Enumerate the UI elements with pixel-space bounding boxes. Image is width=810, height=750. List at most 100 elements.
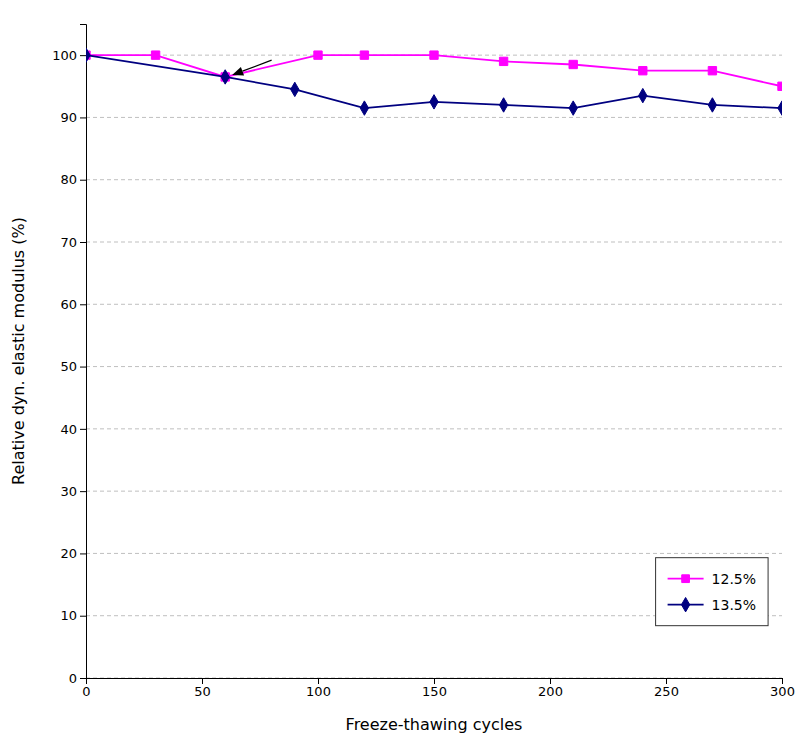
point xyxy=(778,82,782,90)
legend-label: 13.5% xyxy=(712,597,756,613)
point xyxy=(314,51,322,59)
chart: 0 50 100 150 200 250 300 0 10 20 30 40 50 60 70 80 90 100… xyxy=(0,0,810,750)
point xyxy=(708,67,716,75)
tick-label: 250 xyxy=(654,684,679,699)
tick-label: 150 xyxy=(422,684,447,699)
tick: 50 xyxy=(194,678,211,699)
point xyxy=(86,48,90,62)
tick-mark xyxy=(80,429,86,430)
axis-line xyxy=(87,679,783,685)
point xyxy=(360,51,368,59)
tick-label: 30 xyxy=(60,484,77,499)
grid-line xyxy=(86,304,782,305)
tick: 80 xyxy=(60,172,86,187)
tick-label: 100 xyxy=(52,48,77,63)
tick-mark xyxy=(80,367,86,368)
tick-label: 300 xyxy=(770,684,795,699)
tick-mark xyxy=(80,117,86,118)
grid-line xyxy=(86,553,782,554)
tick-label: 60 xyxy=(60,297,77,312)
tick: 50 xyxy=(60,359,86,374)
tick-mark xyxy=(202,678,203,684)
tick: 10 xyxy=(60,608,86,623)
grid-line xyxy=(86,491,782,492)
arrow-head xyxy=(232,67,244,75)
point xyxy=(499,98,507,112)
grid-line xyxy=(86,117,782,118)
y-axis-title: Relative dyn. elastic modulus (%) xyxy=(9,217,28,485)
legend: 12.5% 13.5% xyxy=(656,558,768,626)
tick: 100 xyxy=(52,48,86,63)
grid-line xyxy=(86,428,782,429)
tick-label: 80 xyxy=(60,172,77,187)
tick-label: 200 xyxy=(538,684,563,699)
grid-line xyxy=(86,179,782,180)
tick-label: 10 xyxy=(60,608,77,623)
point xyxy=(708,98,716,112)
tick-mark xyxy=(782,678,783,684)
tick-mark xyxy=(80,678,86,679)
tick-label: 0 xyxy=(82,684,90,699)
tick-mark xyxy=(80,180,86,181)
tick-label: 50 xyxy=(194,684,211,699)
x-axis: 0 50 100 150 200 250 300 xyxy=(82,678,795,699)
series xyxy=(86,48,782,115)
tick: 90 xyxy=(60,110,86,125)
tick-label: 40 xyxy=(60,422,77,437)
tick-mark xyxy=(80,491,86,492)
tick: 60 xyxy=(60,297,86,312)
tick: 300 xyxy=(770,678,795,699)
tick-mark xyxy=(550,678,551,684)
point xyxy=(430,51,438,59)
tick: 70 xyxy=(60,235,86,250)
tick: 200 xyxy=(538,678,563,699)
plot-area: 0 50 100 150 200 250 300 0 10 20 30 40 50 60 70 80 90 100… xyxy=(52,25,795,700)
tick-label: 100 xyxy=(306,684,331,699)
tick: 150 xyxy=(422,678,447,699)
tick-mark xyxy=(80,616,86,617)
point xyxy=(778,101,782,115)
legend-marker xyxy=(682,575,690,583)
tick-label: 0 xyxy=(69,671,77,686)
legend-marker xyxy=(681,597,689,611)
legend-frame xyxy=(656,558,768,626)
tick: 100 xyxy=(306,678,331,699)
point xyxy=(569,60,577,68)
tick-label: 90 xyxy=(60,110,77,125)
axis-line xyxy=(80,25,87,679)
tick-label: 50 xyxy=(60,359,77,374)
tick: 20 xyxy=(60,546,86,561)
tick-mark xyxy=(80,304,86,305)
point xyxy=(639,67,647,75)
point xyxy=(499,57,507,65)
x-axis-title: Freeze-thawing cycles xyxy=(346,715,523,734)
point xyxy=(569,101,577,115)
grid xyxy=(86,55,782,678)
point xyxy=(360,101,368,115)
point xyxy=(221,70,229,84)
series-line xyxy=(86,55,782,108)
annotation-arrow xyxy=(232,60,271,75)
point xyxy=(151,51,159,59)
tick-label: 70 xyxy=(60,235,77,250)
tick-mark xyxy=(80,55,86,56)
y-axis: 0 10 20 30 40 50 60 70 80 90 100 xyxy=(52,25,86,686)
point xyxy=(639,88,647,102)
tick: 30 xyxy=(60,484,86,499)
legend-item: 12.5% xyxy=(668,571,756,587)
tick: 40 xyxy=(60,422,86,437)
legend-label: 12.5% xyxy=(712,571,756,587)
data-layer xyxy=(86,48,782,115)
tick-label: 20 xyxy=(60,546,77,561)
grid-line xyxy=(86,366,782,367)
tick: 250 xyxy=(654,678,679,699)
grid-line xyxy=(86,242,782,243)
point xyxy=(291,82,299,96)
tick: 0 xyxy=(69,671,86,686)
arrow-shaft xyxy=(242,60,271,71)
tick-mark xyxy=(434,678,435,684)
tick: 0 xyxy=(82,678,90,699)
tick-mark xyxy=(318,678,319,684)
tick-mark xyxy=(80,553,86,554)
legend-item: 13.5% xyxy=(668,597,756,613)
